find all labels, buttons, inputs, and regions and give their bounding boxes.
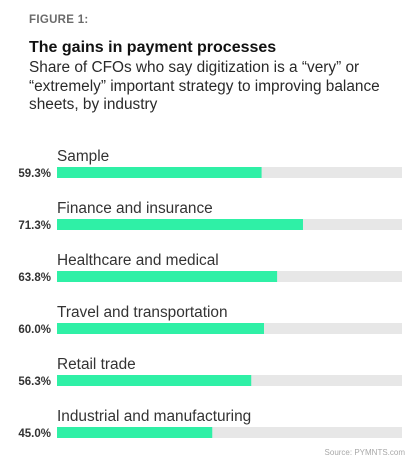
value-label: 63.8% bbox=[18, 272, 51, 284]
chart-title: The gains in payment processes bbox=[29, 39, 277, 56]
bar-track bbox=[57, 427, 402, 438]
chart-subtitle: Share of CFOs who say digitization is a … bbox=[29, 59, 380, 113]
bar bbox=[57, 271, 278, 282]
value-label: 71.3% bbox=[18, 220, 51, 232]
bar bbox=[57, 323, 264, 334]
bar bbox=[57, 427, 213, 438]
category-label: Industrial and manufacturing bbox=[57, 408, 251, 425]
category-label: Retail trade bbox=[57, 356, 136, 373]
source-note: Source: PYMNTS.com bbox=[324, 448, 405, 457]
category-label: Travel and transportation bbox=[57, 304, 228, 321]
figure-label: FIGURE 1: bbox=[29, 14, 89, 26]
bar bbox=[57, 219, 303, 230]
value-label: 60.0% bbox=[18, 324, 51, 336]
category-label: Healthcare and medical bbox=[57, 252, 219, 269]
bar bbox=[57, 375, 252, 386]
value-label: 59.3% bbox=[18, 168, 51, 180]
bar bbox=[57, 167, 262, 178]
value-label: 45.0% bbox=[18, 428, 51, 440]
category-label: Sample bbox=[57, 148, 109, 165]
category-label: Finance and insurance bbox=[57, 200, 213, 217]
value-label: 56.3% bbox=[18, 376, 51, 388]
